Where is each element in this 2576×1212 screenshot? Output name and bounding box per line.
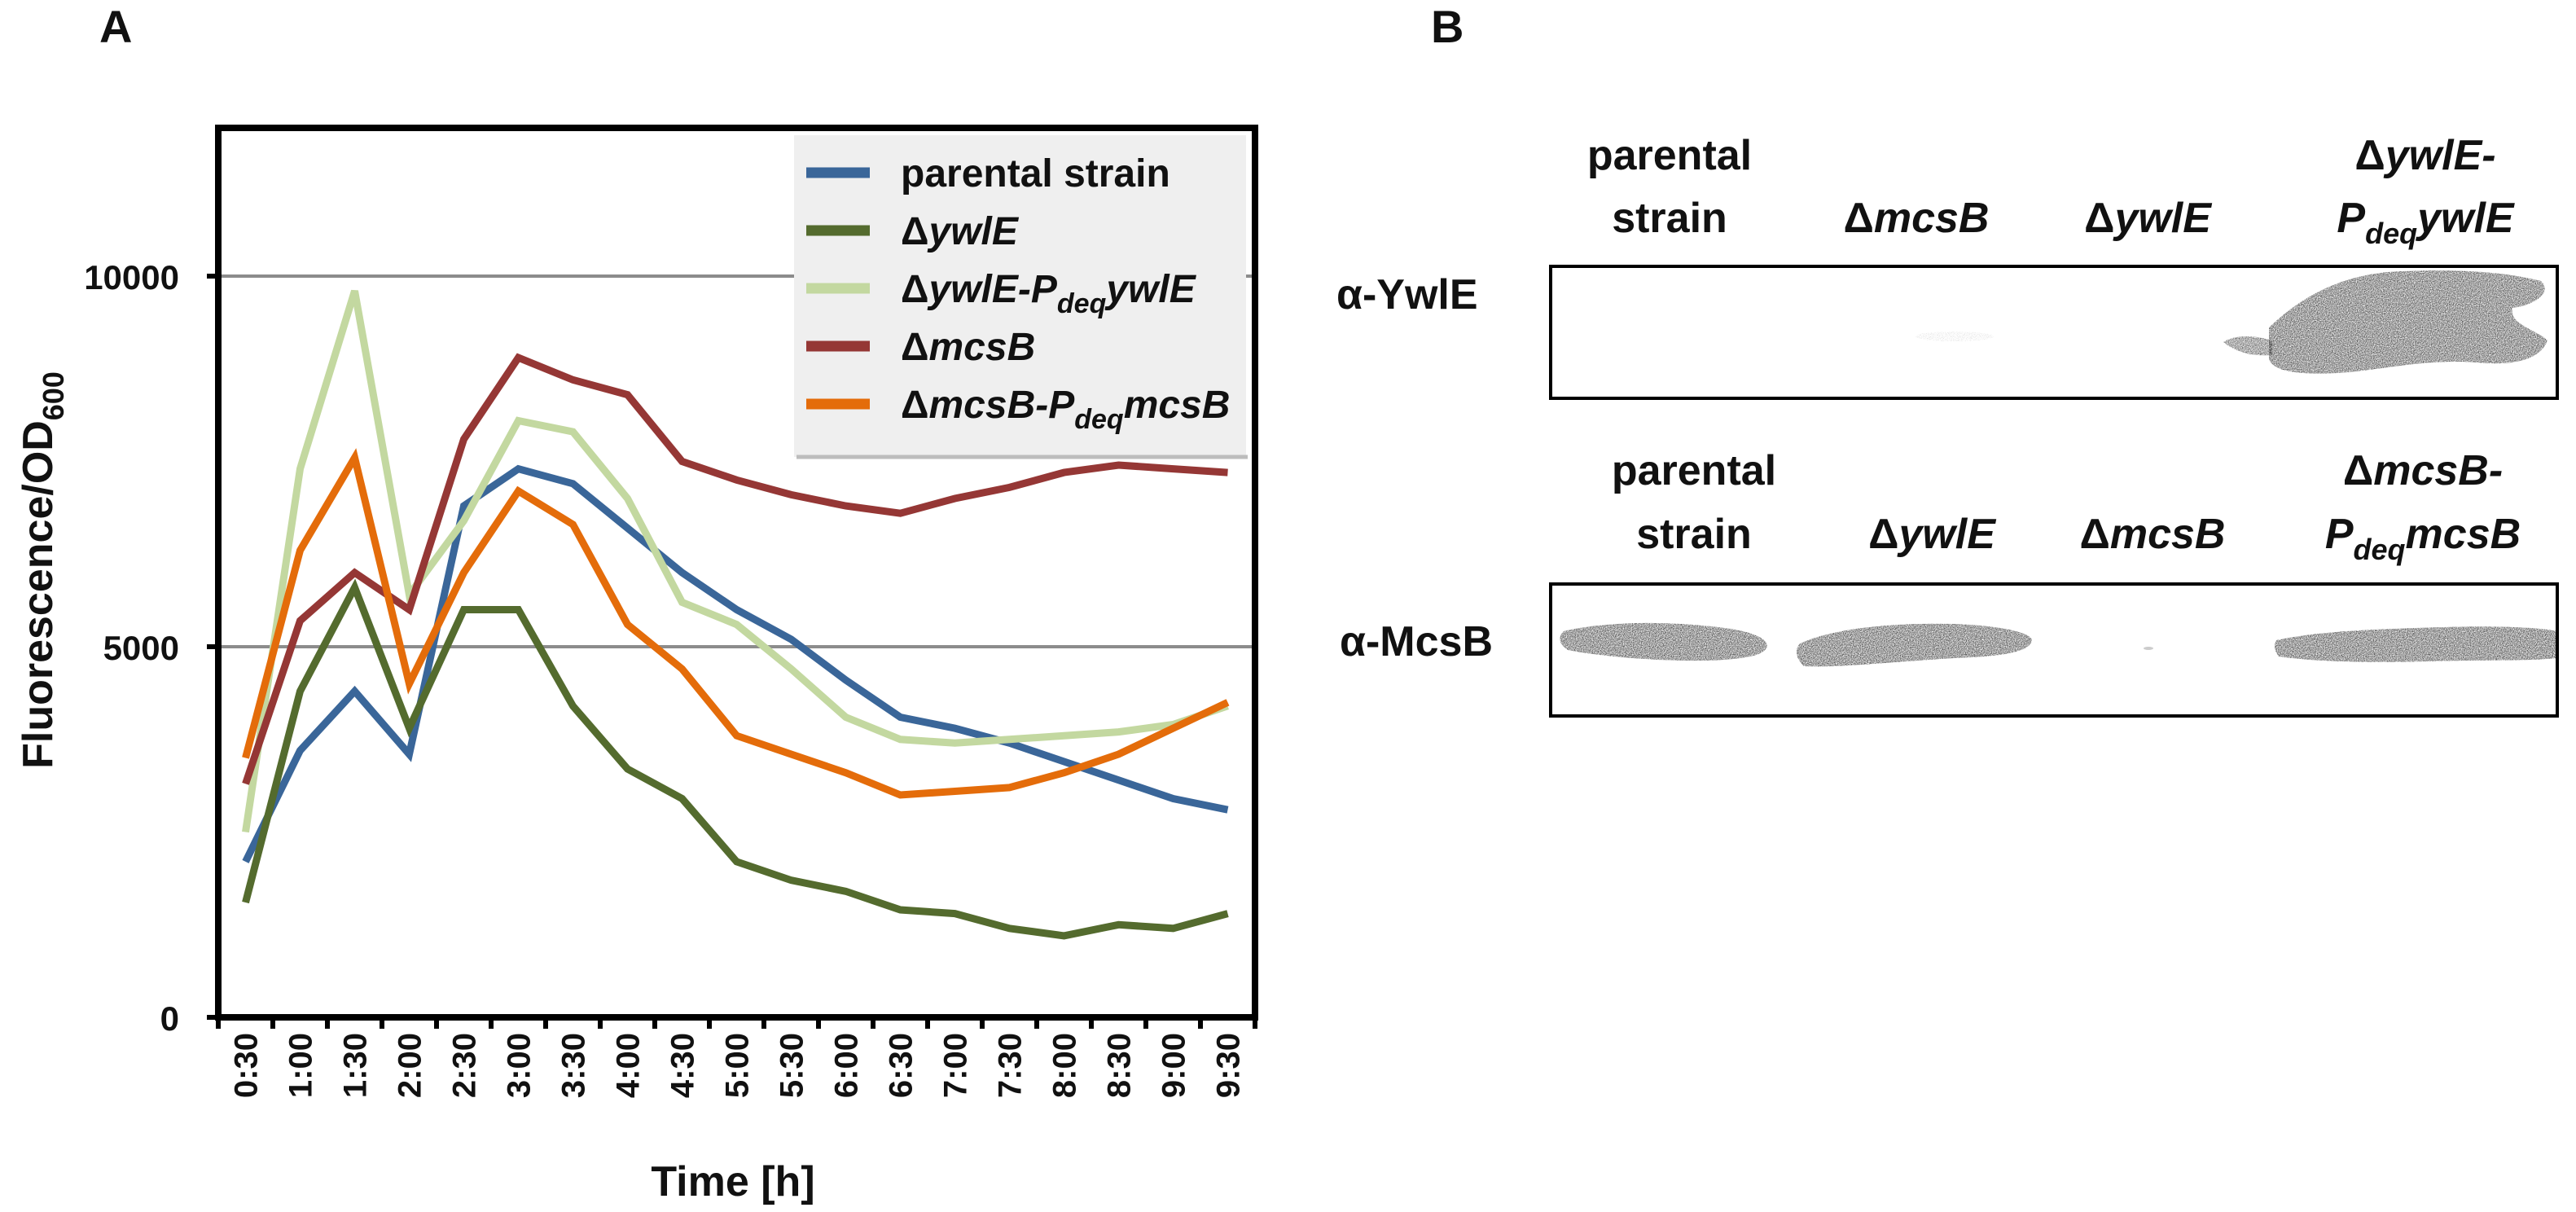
line-chart: 0 5000 10000 0:30 1:00 1:30 2:00 2:30 3:00 3:30 4… — [15, 125, 1258, 1205]
svg-text:strain: strain — [1612, 195, 1727, 242]
plot-frame — [215, 125, 1258, 1021]
x-axis-label: Time [h] — [651, 1158, 814, 1205]
svg-text:ΔmcsB: ΔmcsB — [1843, 195, 1989, 242]
series-line-2 — [242, 289, 1229, 833]
ywle-lane-label-2: ΔmcsB — [1843, 195, 1989, 242]
series-line-0 — [242, 464, 1229, 863]
legend-label-4: ΔmcsB-PdeqmcsB — [901, 384, 1230, 435]
ywle-lane-label-1: parental strain — [1587, 132, 1752, 242]
y-axis-label: Fluorescence/OD600 — [15, 371, 70, 769]
x-tick-label: 7:00 — [938, 1033, 974, 1098]
svg-text:ΔywlE: ΔywlE — [2084, 195, 2212, 242]
ywle-antibody-label: α-YwlE — [1336, 271, 1478, 318]
x-tick-label: 1:00 — [283, 1033, 319, 1098]
legend: parental strain ΔywlE ΔywlE-PdeqywlE ΔmcsB Δ… — [794, 135, 1248, 459]
mcsb-antibody-label: α-McsB — [1340, 618, 1493, 665]
svg-text:ΔywlE-: ΔywlE- — [2354, 132, 2495, 179]
mcsb-band-1 — [1560, 622, 1767, 661]
ywle-lane-label-3: ΔywlE — [2084, 195, 2212, 242]
x-tick-label: 6:30 — [884, 1033, 919, 1098]
series-layer — [242, 289, 1230, 940]
x-tick-label: 9:00 — [1156, 1033, 1192, 1098]
x-tick-labels: 0:30 1:00 1:30 2:00 2:30 3:00 3:30 4:00 4:30 5:00… — [229, 1033, 1247, 1098]
axis-ticks — [207, 274, 1257, 1029]
ywle-band-faint — [1916, 332, 1994, 341]
svg-text:strain: strain — [1636, 511, 1752, 558]
x-tick-label: 9:30 — [1211, 1033, 1247, 1098]
series-line-1 — [242, 578, 1229, 940]
x-tick-label: 4:30 — [665, 1033, 701, 1098]
panel-b-label: B — [1431, 1, 1464, 52]
mcsb-band-4 — [2275, 626, 2557, 662]
legend-label-1: ΔywlE — [901, 210, 1020, 253]
mcsb-lane-label-4: ΔmcsB- PdeqmcsB — [2325, 447, 2521, 566]
x-tick-label: 2:30 — [447, 1033, 483, 1098]
svg-text:ΔmcsB-: ΔmcsB- — [2343, 447, 2503, 494]
western-blot-mcsb: parental strain ΔywlE ΔmcsB ΔmcsB- Pdeqm… — [1340, 447, 2559, 718]
x-tick-label: 5:30 — [775, 1033, 810, 1098]
x-tick-label: 1:30 — [338, 1033, 374, 1098]
svg-text:parental: parental — [1587, 132, 1752, 179]
series-line-4 — [242, 448, 1230, 799]
x-tick-label: 8:30 — [1102, 1033, 1138, 1098]
mcsb-band-3-faint — [2144, 647, 2153, 650]
legend-label-3: ΔmcsB — [901, 326, 1035, 369]
y-tick-label: 0 — [160, 999, 179, 1038]
x-tick-label: 3:00 — [502, 1033, 538, 1098]
svg-text:ΔywlE: ΔywlE — [1868, 511, 1996, 558]
svg-text:PdeqywlE: PdeqywlE — [2337, 195, 2515, 250]
ywle-band-strong — [2269, 270, 2547, 374]
svg-text:ΔmcsB: ΔmcsB — [2079, 511, 2225, 558]
ywle-band-smear — [2223, 336, 2272, 356]
mcsb-lane-label-1: parental strain — [1612, 447, 1776, 558]
panel-a-label: A — [99, 1, 132, 52]
western-blot-ywle: parental strain ΔmcsB ΔywlE ΔywlE- Pdeqy… — [1336, 132, 2559, 400]
mcsb-lane-label-2: ΔywlE — [1868, 511, 1996, 558]
x-tick-label: 8:00 — [1047, 1033, 1083, 1098]
mcsb-lane-label-3: ΔmcsB — [2079, 511, 2225, 558]
x-tick-label: 5:00 — [720, 1033, 756, 1098]
series-line-3 — [242, 353, 1228, 785]
y-tick-label: 5000 — [103, 629, 179, 667]
ywle-lane-label-4: ΔywlE- PdeqywlE — [2337, 132, 2515, 250]
x-tick-label: 6:00 — [829, 1033, 865, 1098]
y-tick-label: 10000 — [84, 258, 179, 296]
x-tick-label: 2:00 — [393, 1033, 428, 1098]
x-tick-label: 4:00 — [611, 1033, 647, 1098]
legend-label-2: ΔywlE-PdeqywlE — [901, 268, 1197, 319]
svg-text:PdeqmcsB: PdeqmcsB — [2325, 511, 2521, 566]
x-tick-label: 3:30 — [556, 1033, 592, 1098]
x-tick-label: 7:30 — [993, 1033, 1029, 1098]
svg-text:parental: parental — [1612, 447, 1776, 494]
legend-label-0: parental strain — [901, 152, 1170, 195]
x-tick-label: 0:30 — [229, 1033, 265, 1098]
y-tick-labels: 0 5000 10000 — [84, 258, 179, 1038]
mcsb-band-2 — [1796, 623, 2032, 667]
